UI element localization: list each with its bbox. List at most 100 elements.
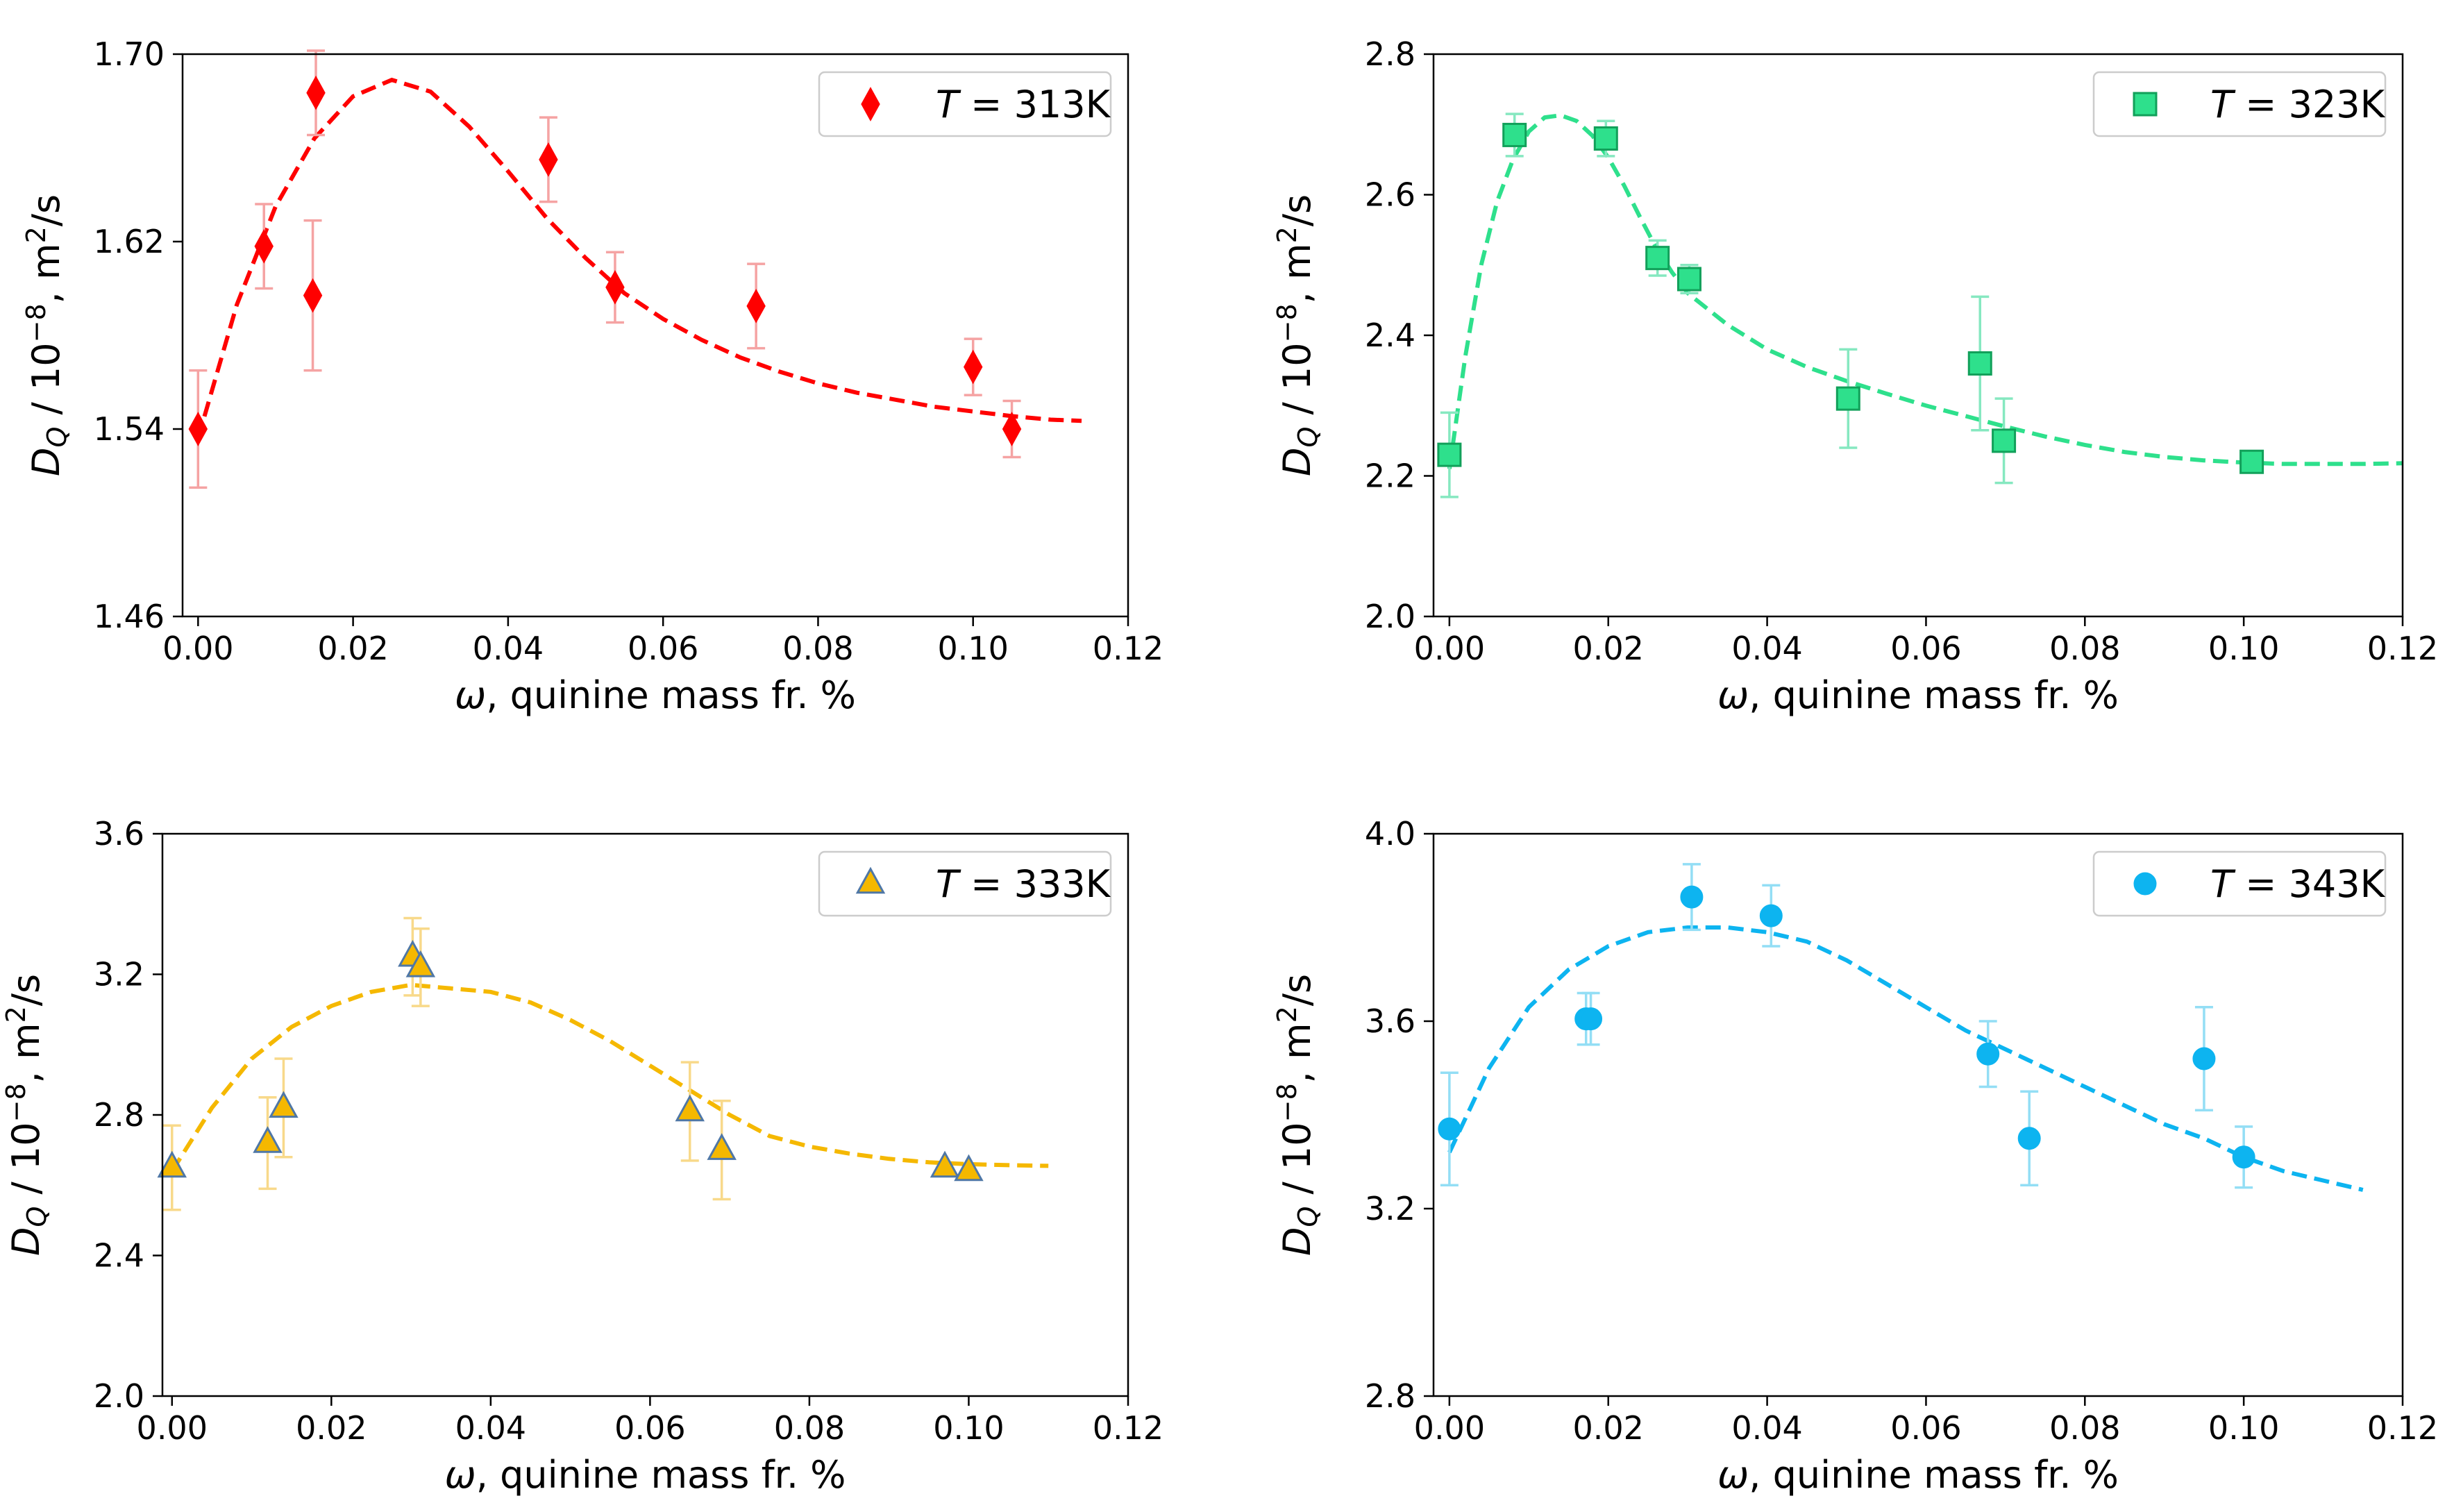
data-point <box>1645 239 1670 277</box>
x-tick-label: 0.10 <box>2208 630 2279 667</box>
diamond-marker <box>605 269 625 305</box>
x-tick-label: 0.00 <box>1414 1409 1485 1447</box>
diamond-marker <box>254 228 274 264</box>
y-tick-label: 3.2 <box>1365 1190 1415 1227</box>
x-tick-label: 0.10 <box>933 1409 1004 1447</box>
legend-marker <box>861 87 880 121</box>
chart-panel-4: 0.00 0.02 0.04 0.06 0.08 0.10 0.12 2.8 3.2 3.6 4.0… <box>1272 815 2438 1497</box>
square-marker <box>1502 122 1527 147</box>
data-point <box>303 219 323 372</box>
legend: T = 323K <box>2092 71 2387 137</box>
legend-box <box>818 850 1112 917</box>
x-axis-title: ω, quinine mass fr. % <box>1717 673 2119 717</box>
square-marker <box>1676 267 1701 292</box>
x-tick-label: 0.02 <box>1573 1409 1644 1447</box>
x-tick-label: 0.12 <box>2367 630 2438 667</box>
y-tick-label: 2.4 <box>1365 317 1415 354</box>
data-point <box>405 927 436 1007</box>
x-tick-label: 0.00 <box>137 1409 208 1447</box>
data-point <box>930 1150 960 1178</box>
legend-label: T = 333K <box>936 862 1111 906</box>
x-tick-label: 0.12 <box>1093 1409 1163 1447</box>
chart-panel-2: 0.00 0.02 0.04 0.06 0.08 0.10 0.12 2.0 2.2 2.4 2.6… <box>1272 35 2438 717</box>
data-point <box>2232 1125 2255 1189</box>
square-marker <box>2239 449 2264 474</box>
y-tick-label: 1.62 <box>94 223 165 260</box>
data-point <box>1835 348 1860 449</box>
data-point <box>253 1095 283 1191</box>
square-marker <box>1835 386 1860 411</box>
y-axis-title: DQ / 10−8, m2/s <box>21 194 72 476</box>
data-point <box>157 1124 187 1211</box>
x-tick-label: 0.00 <box>1414 630 1485 667</box>
square-marker <box>1593 126 1618 151</box>
circle-marker <box>1579 1007 1603 1031</box>
x-tick-label: 0.08 <box>774 1409 845 1447</box>
square-marker <box>1645 246 1670 271</box>
y-tick-label: 3.6 <box>1365 1002 1415 1040</box>
triangle-marker <box>930 1150 960 1178</box>
legend-marker <box>2133 92 2158 117</box>
data-point <box>1579 991 1603 1046</box>
triangle-marker <box>405 950 436 977</box>
triangle-marker <box>954 1154 984 1182</box>
x-tick-label: 0.06 <box>1890 1409 1961 1447</box>
chart-panel-1: 0.00 0.02 0.04 0.06 0.08 0.10 0.12 1.46 1.54 1.62… <box>21 35 1163 717</box>
chart-panel-3: 0.00 0.02 0.04 0.06 0.08 0.10 0.12 2.0 2.4 2.8 3.2… <box>1 815 1163 1497</box>
x-axis-title: ω, quinine mass fr. % <box>455 673 856 717</box>
diamond-marker <box>964 349 983 385</box>
data-point <box>269 1057 299 1159</box>
data-point <box>1593 119 1618 158</box>
data-point <box>306 49 326 137</box>
fit-curve <box>196 77 1082 439</box>
data-point <box>2192 1006 2216 1111</box>
legend-box <box>2092 850 2387 917</box>
data-point <box>1438 1071 1461 1186</box>
x-tick-label: 0.06 <box>628 630 698 667</box>
triangle-marker <box>707 1133 737 1160</box>
y-tick-label: 2.4 <box>94 1237 144 1275</box>
square-marker <box>1437 442 1462 467</box>
plot-frame <box>1432 832 2404 1397</box>
plot-frame <box>181 53 1129 618</box>
x-tick-label: 0.10 <box>2208 1409 2279 1447</box>
legend: T = 313K <box>818 71 1112 137</box>
y-tick-label: 2.8 <box>1365 35 1415 73</box>
data-point <box>605 251 625 324</box>
data-point <box>964 337 983 396</box>
triangle-marker <box>157 1150 187 1178</box>
plot-frame <box>1432 53 2404 618</box>
triangle-marker <box>253 1126 283 1153</box>
data-point <box>1002 399 1022 459</box>
legend-box <box>818 71 1112 137</box>
x-axis-title: ω, quinine mass fr. % <box>445 1453 846 1497</box>
data-point <box>746 262 766 350</box>
y-tick-label: 1.46 <box>94 598 165 635</box>
y-tick-label: 2.2 <box>1365 457 1415 495</box>
data-point <box>254 203 274 290</box>
legend-marker <box>2133 872 2157 896</box>
data-point <box>2017 1090 2041 1186</box>
y-tick-label: 2.8 <box>1365 1377 1415 1415</box>
data-point <box>1976 1020 2000 1089</box>
fit-curve <box>170 982 1049 1173</box>
y-tick-label: 3.6 <box>94 815 144 852</box>
diamond-marker <box>303 278 323 313</box>
data-point <box>1759 884 1783 948</box>
data-point <box>539 116 558 203</box>
fit-curve <box>1447 113 2403 469</box>
circle-marker <box>1759 904 1783 927</box>
legend-label: T = 323K <box>2210 83 2386 126</box>
diamond-marker <box>746 288 766 324</box>
x-tick-label: 0.08 <box>782 630 853 667</box>
x-tick-label: 0.02 <box>296 1409 367 1447</box>
diamond-marker <box>539 142 558 177</box>
x-tick-label: 0.08 <box>2049 1409 2120 1447</box>
diamond-marker <box>1002 412 1022 446</box>
data-point <box>954 1154 984 1182</box>
y-tick-label: 3.2 <box>94 956 144 993</box>
triangle-marker <box>269 1091 299 1118</box>
data-point <box>1437 411 1462 498</box>
x-tick-label: 0.12 <box>2367 1409 2438 1447</box>
